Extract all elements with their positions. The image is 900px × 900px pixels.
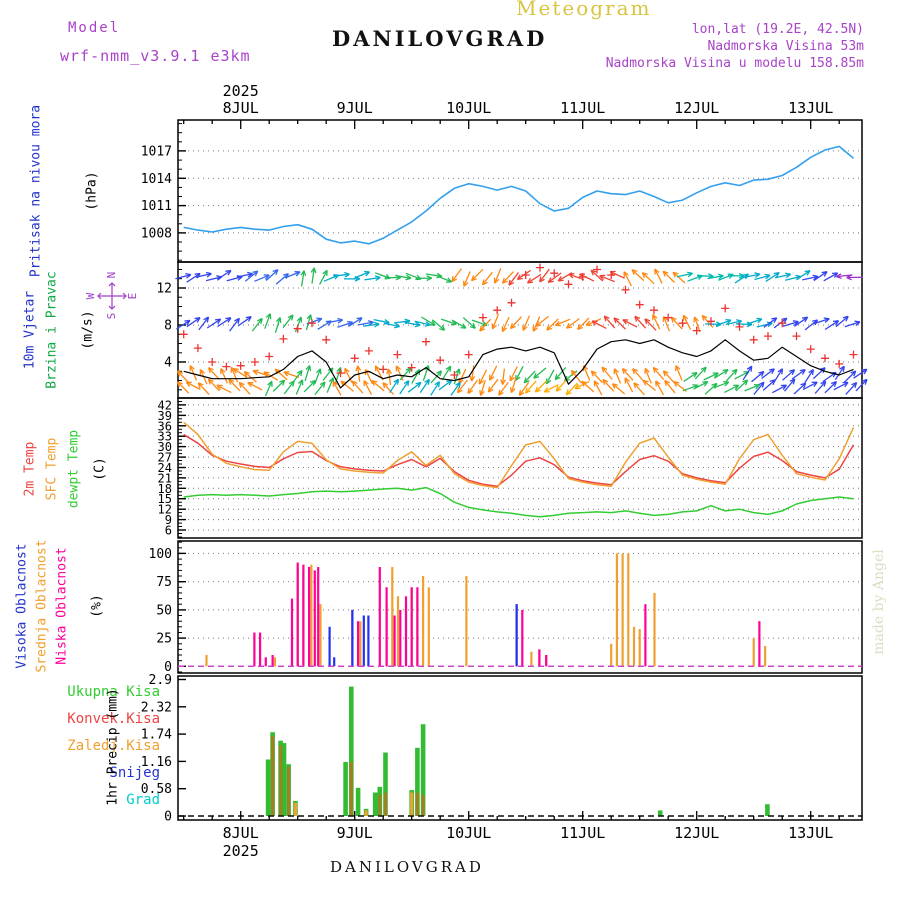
svg-text:39: 39 xyxy=(158,409,172,423)
footer-station-title: DANILOVGRAD xyxy=(330,858,484,876)
svg-text:8JUL: 8JUL xyxy=(223,824,259,842)
svg-text:12: 12 xyxy=(158,503,172,517)
svg-text:11JUL: 11JUL xyxy=(560,824,605,842)
elevation-label: Nadmorska Visina 53m xyxy=(707,39,864,54)
model-name: wrf-nmm_v3.9.1 e3km xyxy=(60,47,251,65)
svg-text:4: 4 xyxy=(164,356,172,371)
svg-text:1.74: 1.74 xyxy=(141,728,172,743)
svg-text:13JUL: 13JUL xyxy=(788,824,833,842)
svg-text:10JUL: 10JUL xyxy=(446,99,491,117)
compass-south-label: S xyxy=(105,313,118,320)
station-title: DANILOVGRAD xyxy=(332,26,548,51)
svg-text:12: 12 xyxy=(156,281,172,296)
svg-text:8JUL: 8JUL xyxy=(223,99,259,117)
svg-text:18: 18 xyxy=(158,482,172,496)
svg-text:75: 75 xyxy=(156,575,172,590)
svg-text:33: 33 xyxy=(158,430,172,444)
watermark: made by Angel xyxy=(871,549,887,655)
precip-convective-label: Konvek.Kisa xyxy=(67,711,160,727)
svg-text:0: 0 xyxy=(164,660,172,675)
compass-west-label: W xyxy=(84,292,97,299)
svg-text:11JUL: 11JUL xyxy=(560,99,605,117)
svg-text:0: 0 xyxy=(164,810,172,825)
compass-east-label: E xyxy=(126,293,139,300)
svg-text:25: 25 xyxy=(156,632,172,647)
model-label: Model xyxy=(68,20,121,36)
svg-text:13JUL: 13JUL xyxy=(788,99,833,117)
precip-total-label: Ukupna Kisa xyxy=(67,684,160,700)
svg-text:12JUL: 12JUL xyxy=(674,99,719,117)
svg-text:2.9: 2.9 xyxy=(149,673,172,688)
svg-text:1.16: 1.16 xyxy=(141,755,172,770)
svg-text:1014: 1014 xyxy=(141,172,172,187)
svg-text:15: 15 xyxy=(158,492,172,506)
svg-text:1017: 1017 xyxy=(141,144,172,159)
model-elevation-label: Nadmorska Visina u modelu 158.85m xyxy=(605,56,864,71)
svg-text:42: 42 xyxy=(158,398,172,412)
svg-text:100: 100 xyxy=(149,547,172,562)
svg-text:1011: 1011 xyxy=(141,199,172,214)
svg-text:2025: 2025 xyxy=(223,842,259,860)
lonlat-label: lon,lat (19.2E, 42.5N) xyxy=(691,22,864,37)
svg-text:6: 6 xyxy=(165,524,172,538)
svg-text:30: 30 xyxy=(158,440,172,454)
svg-text:50: 50 xyxy=(156,603,172,618)
svg-text:21: 21 xyxy=(158,471,172,485)
precip-snow-label: Snijeg xyxy=(109,765,160,781)
compass-north-label: N xyxy=(105,272,118,279)
svg-text:24: 24 xyxy=(158,461,172,475)
svg-text:2.32: 2.32 xyxy=(141,700,172,715)
svg-text:8: 8 xyxy=(164,319,172,334)
svg-text:0.58: 0.58 xyxy=(141,782,172,797)
svg-text:9JUL: 9JUL xyxy=(337,99,373,117)
wind-compass-icon: N E S W xyxy=(84,272,139,320)
svg-text:12JUL: 12JUL xyxy=(674,824,719,842)
svg-text:36: 36 xyxy=(158,419,172,433)
svg-text:9JUL: 9JUL xyxy=(337,824,373,842)
svg-text:9: 9 xyxy=(165,513,172,527)
svg-text:27: 27 xyxy=(158,451,172,465)
svg-text:10JUL: 10JUL xyxy=(446,824,491,842)
svg-text:2025: 2025 xyxy=(223,82,259,100)
precip-stratiform-label: Zaledj.Kisa xyxy=(67,738,160,754)
page-title: Meteogram xyxy=(516,0,652,20)
precip-hail-label: Grad xyxy=(126,792,160,808)
svg-text:1008: 1008 xyxy=(141,226,172,241)
